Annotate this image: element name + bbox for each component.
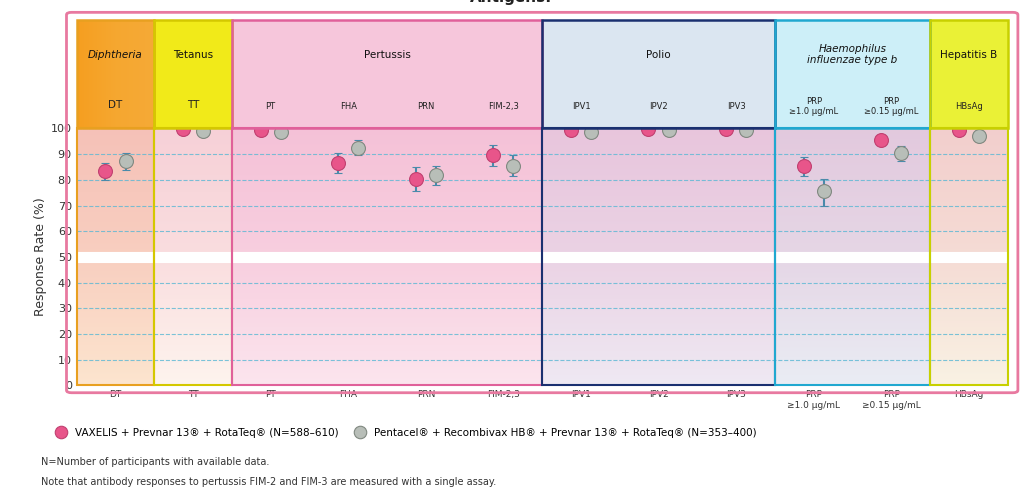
Bar [542, 128, 775, 385]
Legend: VAXELIS + Prevnar 13® + RotaTeq® (N=588–610), Pentacel® + Recombivax HB® + Prevn: VAXELIS + Prevnar 13® + RotaTeq® (N=588–… [46, 423, 761, 442]
Bar [77, 128, 154, 385]
Text: N=Number of participants with available data.: N=Number of participants with available … [41, 457, 269, 467]
Text: Polio: Polio [647, 49, 671, 60]
Text: FIM-2,3: FIM-2,3 [488, 102, 519, 111]
Text: PT: PT [266, 102, 276, 111]
Text: PRN: PRN [417, 102, 435, 111]
Bar [930, 128, 1008, 385]
Bar [154, 128, 232, 385]
Text: DT: DT [108, 99, 123, 110]
Text: IPV1: IPV1 [572, 102, 590, 111]
Text: IPV2: IPV2 [650, 102, 668, 111]
Text: Note that antibody responses to pertussis FIM-2 and FIM-3 are measured with a si: Note that antibody responses to pertussi… [41, 477, 496, 487]
Text: TT: TT [187, 99, 199, 110]
Text: Tetanus: Tetanus [173, 49, 213, 60]
Text: Diphtheria: Diphtheria [88, 49, 143, 60]
Text: Pertussis: Pertussis [363, 49, 410, 60]
Y-axis label: Response Rate (%): Response Rate (%) [34, 198, 47, 316]
Text: Haemophilus
influenzae type b: Haemophilus influenzae type b [807, 44, 897, 65]
Text: IPV3: IPV3 [726, 102, 746, 111]
Text: FHA: FHA [340, 102, 357, 111]
Text: Antigens:: Antigens: [471, 0, 552, 5]
Bar [775, 128, 930, 385]
Text: PRP
≥0.15 μg/mL: PRP ≥0.15 μg/mL [864, 97, 919, 117]
Text: Hepatitis B: Hepatitis B [940, 49, 997, 60]
Text: PRP
≥1.0 μg/mL: PRP ≥1.0 μg/mL [789, 97, 838, 117]
Bar [232, 128, 542, 385]
Text: HBsAg: HBsAg [955, 102, 983, 111]
